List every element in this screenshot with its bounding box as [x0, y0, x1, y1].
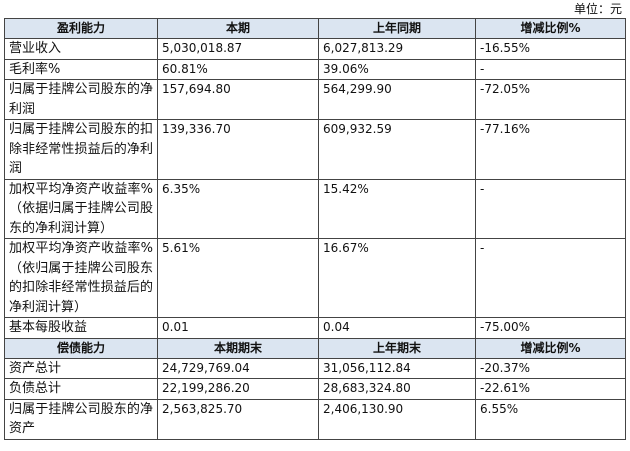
cell: -77.16%	[475, 119, 626, 180]
row-label: 负债总计	[4, 378, 158, 400]
cell: -75.00%	[475, 317, 626, 339]
header-cell: 本期期末	[157, 337, 319, 359]
row-label: 归属于挂牌公司股东的净资产	[4, 398, 158, 440]
cell: 6.55%	[475, 398, 626, 440]
cell: 6.35%	[157, 178, 319, 239]
data-row: 负债总计 22,199,286.20 28,683,324.80 -22.61%	[4, 378, 626, 400]
cell: 39.06%	[318, 58, 476, 80]
cell: 2,406,130.90	[318, 398, 476, 440]
data-row: 毛利率% 60.81% 39.06% -	[4, 58, 626, 80]
data-row: 归属于挂牌公司股东的净利润 157,694.80 564,299.90 -72.05%	[4, 79, 626, 120]
cell: 2,563,825.70	[157, 398, 319, 440]
header-cell: 盈利能力	[4, 18, 158, 39]
cell: 564,299.90	[318, 79, 476, 120]
financial-table: 盈利能力 本期 上年同期 增减比例% 营业收入 5,030,018.87 6,027,813…	[4, 18, 626, 440]
cell: 157,694.80	[157, 79, 319, 120]
unit-label: 单位：元	[573, 2, 622, 16]
cell: 0.01	[157, 317, 319, 339]
header-cell: 增减比例%	[475, 337, 626, 359]
row-label: 资产总计	[4, 357, 158, 379]
cell: 5,030,018.87	[157, 38, 319, 60]
row-label: 归属于挂牌公司股东的扣除非经常性损益后的净利润	[4, 119, 158, 180]
header-cell: 增减比例%	[475, 18, 626, 39]
data-row: 归属于挂牌公司股东的净资产 2,563,825.70 2,406,130.90 6.5…	[4, 398, 626, 440]
data-row: 加权平均净资产收益率%（依归属于挂牌公司股东的扣除非经常性损益后的净利润计算） 5…	[4, 238, 626, 318]
cell: 15.42%	[318, 178, 476, 239]
header-row: 盈利能力 本期 上年同期 增减比例%	[4, 18, 626, 39]
row-label: 归属于挂牌公司股东的净利润	[4, 79, 158, 120]
data-row: 基本每股收益 0.01 0.04 -75.00%	[4, 317, 626, 339]
cell: 6,027,813.29	[318, 38, 476, 60]
row-label: 加权平均净资产收益率%（依归属于挂牌公司股东的扣除非经常性损益后的净利润计算）	[4, 238, 158, 318]
cell: 24,729,769.04	[157, 357, 319, 379]
cell: 60.81%	[157, 58, 319, 80]
cell: -16.55%	[475, 38, 626, 60]
cell: 28,683,324.80	[318, 378, 476, 400]
row-label: 营业收入	[4, 38, 158, 60]
cell: -	[475, 58, 626, 80]
row-label: 基本每股收益	[4, 317, 158, 339]
header-cell: 偿债能力	[4, 337, 158, 359]
header-row: 偿债能力 本期期末 上年期末 增减比例%	[4, 337, 626, 359]
row-label: 加权平均净资产收益率%（依据归属于挂牌公司股东的净利润计算）	[4, 178, 158, 239]
data-row: 加权平均净资产收益率%（依据归属于挂牌公司股东的净利润计算） 6.35% 15.42…	[4, 178, 626, 239]
data-row: 资产总计 24,729,769.04 31,056,112.84 -20.37%	[4, 357, 626, 379]
cell: 31,056,112.84	[318, 357, 476, 379]
cell: -22.61%	[475, 378, 626, 400]
cell: -	[475, 238, 626, 318]
header-cell: 本期	[157, 18, 319, 39]
cell: 0.04	[318, 317, 476, 339]
header-cell: 上年期末	[318, 337, 476, 359]
cell: -20.37%	[475, 357, 626, 379]
cell: 139,336.70	[157, 119, 319, 180]
cell: -72.05%	[475, 79, 626, 120]
cell: 609,932.59	[318, 119, 476, 180]
cell: 22,199,286.20	[157, 378, 319, 400]
header-cell: 上年同期	[318, 18, 476, 39]
cell: -	[475, 178, 626, 239]
cell: 16.67%	[318, 238, 476, 318]
data-row: 营业收入 5,030,018.87 6,027,813.29 -16.55%	[4, 38, 626, 60]
cell: 5.61%	[157, 238, 319, 318]
data-row: 归属于挂牌公司股东的扣除非经常性损益后的净利润 139,336.70 609,932…	[4, 119, 626, 180]
row-label: 毛利率%	[4, 58, 158, 80]
